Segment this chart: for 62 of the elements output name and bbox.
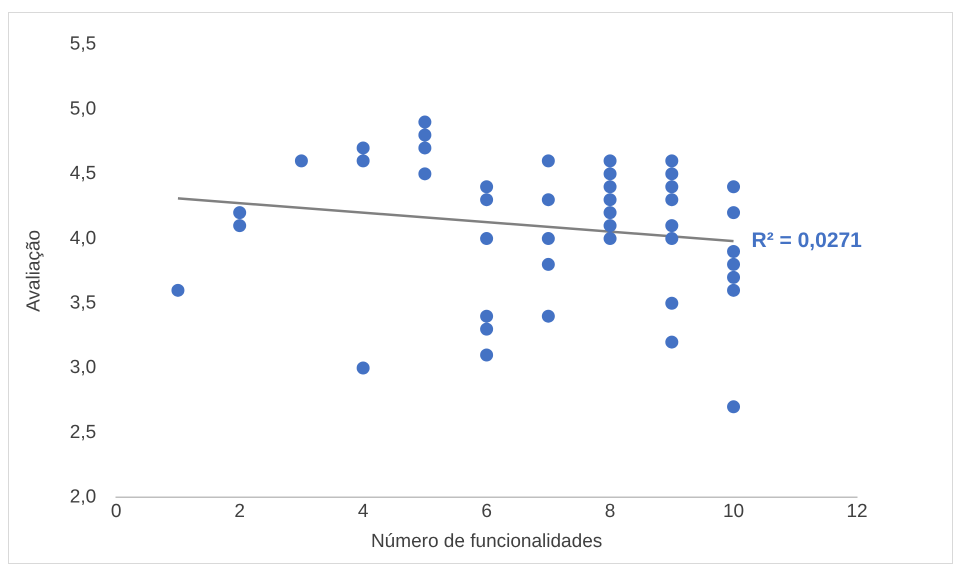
x-tick-label: 10 — [722, 501, 744, 522]
annotation: R² = 0,0271 — [752, 228, 862, 252]
point — [665, 193, 678, 206]
point — [480, 322, 494, 336]
point — [604, 180, 617, 194]
x-axis-title: Número de funcionalidades — [370, 530, 602, 552]
point — [604, 167, 617, 180]
y-tick-label: 2,5 — [70, 422, 96, 443]
x-tick-label: 6 — [481, 501, 492, 522]
point — [727, 206, 740, 220]
point — [665, 296, 678, 310]
point — [418, 167, 432, 180]
point — [542, 232, 555, 246]
point — [233, 219, 246, 232]
x-tick-label: 0 — [110, 501, 122, 522]
x-tick-label: 4 — [358, 501, 369, 522]
point — [604, 219, 617, 232]
point — [418, 116, 432, 129]
point — [604, 154, 617, 168]
point — [727, 180, 740, 194]
point — [604, 232, 617, 246]
y-axis-title: Avaliação — [24, 230, 45, 312]
point — [604, 193, 617, 206]
point — [727, 400, 740, 414]
point — [542, 258, 555, 271]
point — [665, 167, 678, 180]
point — [665, 180, 678, 194]
point — [480, 180, 494, 194]
point — [480, 232, 494, 246]
point — [171, 284, 184, 297]
point — [480, 193, 494, 206]
point — [665, 336, 678, 349]
point — [604, 206, 617, 220]
point — [727, 258, 740, 271]
x-tick-label: 12 — [846, 501, 868, 522]
point — [665, 232, 678, 246]
point — [727, 244, 740, 258]
y-tick-label: 2,0 — [70, 486, 96, 508]
y-tick-label: 5,5 — [70, 34, 96, 55]
point — [542, 193, 555, 206]
y-tick-label: 3,0 — [70, 357, 96, 378]
point — [480, 348, 494, 362]
y-tick-label: 5,0 — [70, 98, 96, 120]
point — [356, 154, 370, 168]
point — [665, 154, 678, 168]
point — [294, 154, 308, 168]
point — [356, 141, 370, 154]
point — [665, 219, 678, 232]
point — [233, 206, 246, 220]
point — [727, 284, 740, 297]
point — [418, 128, 432, 142]
x-tick-label: 8 — [604, 501, 616, 522]
point — [542, 154, 555, 168]
point — [418, 141, 432, 154]
x-tick-label: 2 — [234, 501, 245, 522]
y-tick-label: 3,5 — [70, 292, 96, 314]
point — [542, 310, 555, 323]
point — [356, 361, 370, 374]
y-tick-label: 4,0 — [70, 228, 96, 249]
y-tick-label: 4,5 — [70, 163, 96, 184]
point — [480, 310, 494, 323]
point — [727, 270, 740, 284]
